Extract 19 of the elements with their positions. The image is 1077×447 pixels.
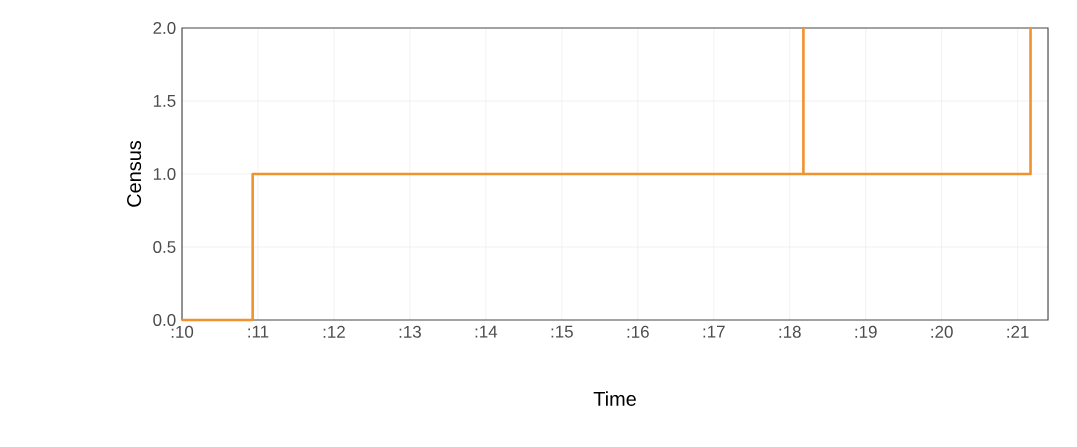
x-tick-label: :17: [703, 325, 725, 338]
y-axis-title: Census: [127, 140, 142, 207]
x-tick-label: :16: [627, 325, 649, 338]
y-tick-label: 2.0: [153, 21, 176, 34]
x-tick-label: :11: [248, 325, 269, 338]
x-tick-label: :20: [931, 325, 953, 338]
x-tick-label: :19: [855, 325, 877, 338]
x-tick-label: :10: [171, 325, 194, 338]
x-tick-label: :12: [323, 325, 345, 338]
x-tick-label: :21: [1007, 325, 1029, 338]
y-tick-label: 1.0: [153, 167, 176, 180]
y-tick-label: 0.0: [153, 313, 176, 326]
x-tick-label: :13: [399, 325, 421, 338]
y-tick-label: 1.5: [153, 95, 176, 107]
x-tick-label: :18: [779, 325, 801, 338]
x-axis-title: Time: [593, 391, 636, 406]
y-tick-label: 0.5: [153, 240, 176, 253]
x-tick-label: :15: [551, 325, 573, 338]
x-tick-label: :14: [475, 325, 498, 338]
